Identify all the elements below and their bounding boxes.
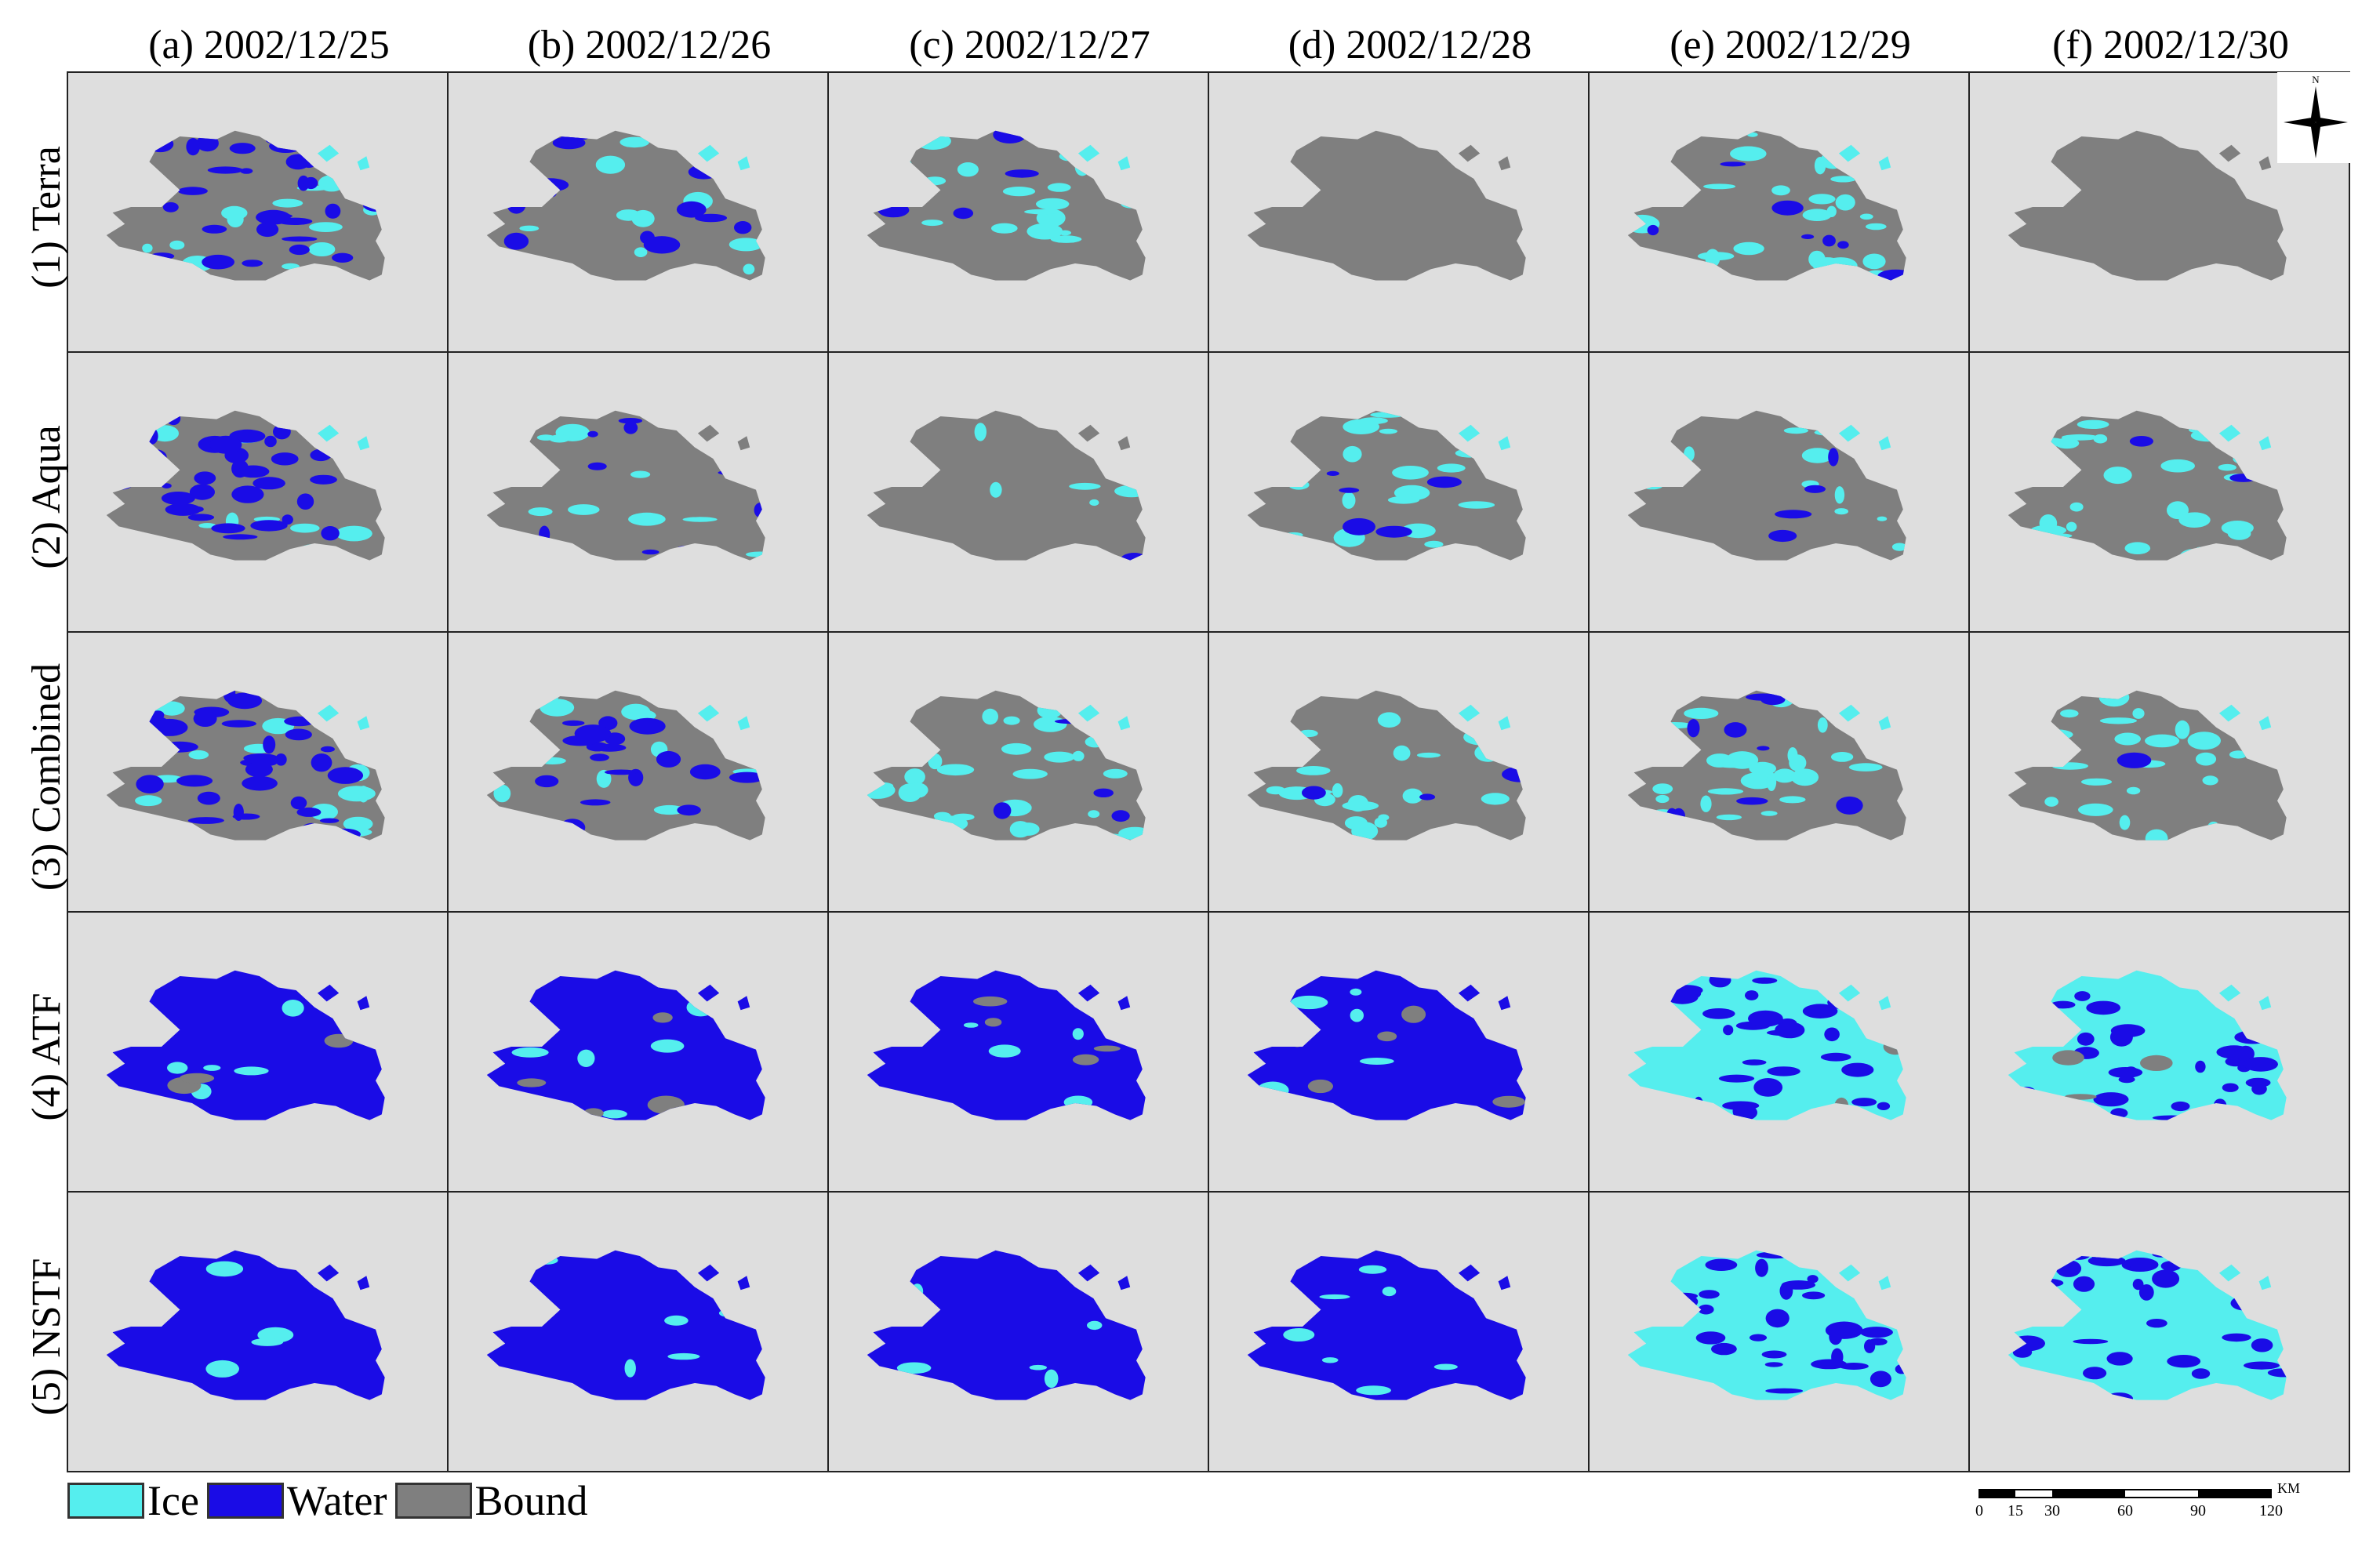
legend-label-water: Water <box>286 1477 387 1524</box>
scale-unit: KM <box>2277 1480 2301 1496</box>
map-panel <box>827 351 1209 633</box>
row-label-aqua: (2) Aqua <box>24 425 69 569</box>
scale-tick-15: 15 <box>2008 1502 2023 1519</box>
legend-item-bound: Bound <box>394 1477 588 1524</box>
column-title-a: (a) 2002/12/25 <box>148 23 390 67</box>
map-panel <box>447 1191 829 1472</box>
map-panel <box>1208 71 1590 353</box>
map-panel <box>827 631 1209 913</box>
map-panel <box>447 351 829 633</box>
map-panel <box>1588 631 1970 913</box>
legend-swatch-ice <box>67 1483 144 1519</box>
map-panel <box>827 1191 1209 1472</box>
scale-tick-0: 0 <box>1975 1502 1983 1519</box>
row-label-combined: (3) Combined <box>24 663 69 891</box>
legend-swatch-bound <box>394 1483 472 1519</box>
column-title-e: (e) 2002/12/29 <box>1670 23 1911 67</box>
map-panel <box>1968 1191 2350 1472</box>
legend-item-water: Water <box>206 1477 387 1524</box>
map-panel <box>1968 351 2350 633</box>
legend-label-ice: Ice <box>147 1477 199 1524</box>
map-panel <box>1588 71 1970 353</box>
scale-tick-60: 60 <box>2117 1502 2133 1519</box>
scale-tick-30: 30 <box>2044 1502 2060 1519</box>
map-panel <box>1208 1191 1590 1472</box>
north-label: N <box>2312 74 2320 85</box>
map-panel <box>67 631 449 913</box>
map-panel <box>447 911 829 1193</box>
map-panel <box>1968 911 2350 1193</box>
map-panel <box>67 71 449 353</box>
map-panel <box>67 351 449 633</box>
map-panel <box>447 71 829 353</box>
map-panel <box>1588 351 1970 633</box>
column-title-d: (d) 2002/12/28 <box>1288 23 1532 67</box>
map-panel <box>1588 911 1970 1193</box>
legend-item-ice: Ice <box>67 1477 199 1524</box>
map-panel <box>1208 911 1590 1193</box>
map-panel <box>1588 1191 1970 1472</box>
map-panel <box>1968 631 2350 913</box>
scale-tick-120: 120 <box>2259 1502 2283 1519</box>
row-label-terra: (1) Terra <box>24 146 69 289</box>
scale-bar: 0 15 30 60 90 120 KM <box>1975 1480 2306 1529</box>
scale-tick-90: 90 <box>2190 1502 2206 1519</box>
map-panel <box>827 71 1209 353</box>
legend: Ice Water Bound <box>67 1477 596 1524</box>
map-panel <box>827 911 1209 1193</box>
legend-label-bound: Bound <box>474 1477 588 1524</box>
map-panel <box>1208 631 1590 913</box>
row-label-atf: (4) ATF <box>24 993 69 1121</box>
column-title-b: (b) 2002/12/26 <box>527 23 772 67</box>
map-panel <box>1208 351 1590 633</box>
map-panel <box>67 1191 449 1472</box>
column-title-f: (f) 2002/12/30 <box>2052 23 2289 67</box>
legend-swatch-water <box>206 1483 284 1519</box>
north-arrow-icon: N <box>2277 72 2354 163</box>
row-label-nstf: (5) NSTF <box>24 1258 69 1416</box>
map-panel <box>447 631 829 913</box>
map-panel <box>67 911 449 1193</box>
column-title-c: (c) 2002/12/27 <box>909 23 1150 67</box>
